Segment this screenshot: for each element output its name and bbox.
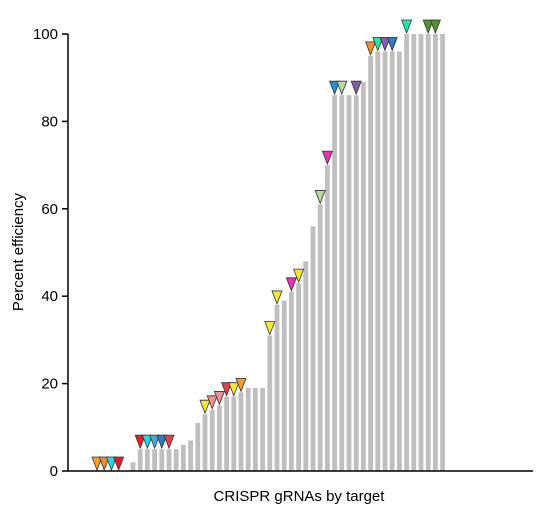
bar	[130, 462, 136, 471]
triangle-marker	[401, 19, 413, 35]
bar	[382, 51, 388, 471]
triangle-marker	[336, 80, 348, 96]
triangle-marker	[271, 290, 283, 306]
bar	[361, 82, 366, 471]
bar	[274, 304, 280, 471]
bar-series	[130, 34, 445, 472]
y-tick-label: 100	[33, 26, 58, 43]
bar	[195, 422, 201, 471]
triangle-marker	[113, 456, 125, 472]
triangle-marker	[365, 41, 377, 56]
bar	[303, 261, 309, 471]
triangle-marker	[422, 19, 434, 35]
y-tick-label: 20	[41, 376, 58, 393]
bar	[281, 300, 287, 471]
bar	[224, 396, 229, 471]
bar	[332, 95, 337, 472]
y-tick-label: 40	[41, 288, 58, 305]
bar	[245, 387, 251, 471]
bar	[152, 449, 157, 471]
marker-series	[91, 19, 441, 472]
bar	[267, 335, 273, 471]
y-axis-title: Percent efficiency	[10, 192, 27, 311]
bar	[188, 440, 193, 471]
triangle-marker	[98, 456, 110, 472]
triangle-marker	[350, 80, 362, 96]
triangle-marker	[429, 19, 441, 35]
bar	[217, 405, 222, 471]
bar	[425, 34, 431, 471]
triangle-marker	[321, 150, 333, 166]
bar	[181, 444, 186, 471]
triangle-marker	[213, 391, 225, 406]
bar	[418, 34, 424, 471]
bar	[289, 291, 294, 471]
triangle-marker	[105, 456, 117, 472]
y-tick-label: 80	[41, 113, 58, 130]
bar	[159, 449, 165, 471]
bar	[137, 449, 143, 471]
bar	[346, 95, 352, 472]
triangle-marker	[141, 434, 153, 450]
bar	[353, 95, 359, 472]
bar	[260, 387, 265, 471]
bar	[231, 396, 237, 471]
triangle-marker	[228, 382, 240, 397]
triangle-marker	[163, 434, 175, 450]
bar	[145, 449, 150, 471]
triangle-marker	[293, 268, 305, 284]
triangle-marker	[235, 377, 247, 393]
bar	[375, 51, 381, 471]
bar	[389, 51, 395, 471]
bar	[404, 34, 409, 471]
triangle-marker	[379, 37, 391, 52]
bar	[325, 165, 330, 471]
bar	[173, 449, 179, 471]
bar	[368, 55, 373, 471]
triangle-marker	[91, 456, 103, 472]
triangle-marker	[199, 399, 211, 415]
y-axis-ticks: 0 20 40 60 80 100	[33, 26, 68, 480]
bar	[209, 409, 215, 471]
triangle-marker	[149, 434, 161, 450]
x-axis-title: CRISPR gRNAs by target	[214, 488, 386, 505]
bar	[317, 204, 323, 471]
bar	[440, 34, 445, 471]
triangle-marker	[372, 37, 384, 52]
triangle-marker	[329, 80, 341, 96]
bar	[433, 34, 438, 471]
y-tick-label: 60	[41, 201, 58, 218]
y-tick-label: 0	[50, 463, 58, 480]
bar	[238, 392, 244, 471]
triangle-marker	[386, 37, 398, 52]
bar	[310, 226, 316, 471]
bar	[411, 34, 417, 471]
triangle-marker	[221, 382, 233, 397]
bar	[397, 51, 402, 471]
triangle-marker	[134, 434, 146, 450]
triangle-marker	[156, 434, 168, 450]
bar	[339, 95, 345, 472]
triangle-marker	[206, 395, 218, 410]
triangle-marker	[264, 321, 276, 336]
bar	[253, 387, 258, 471]
bar	[202, 414, 208, 471]
bar	[296, 283, 301, 471]
bar	[166, 449, 172, 471]
triangle-marker	[314, 190, 326, 205]
triangle-marker	[285, 277, 297, 292]
